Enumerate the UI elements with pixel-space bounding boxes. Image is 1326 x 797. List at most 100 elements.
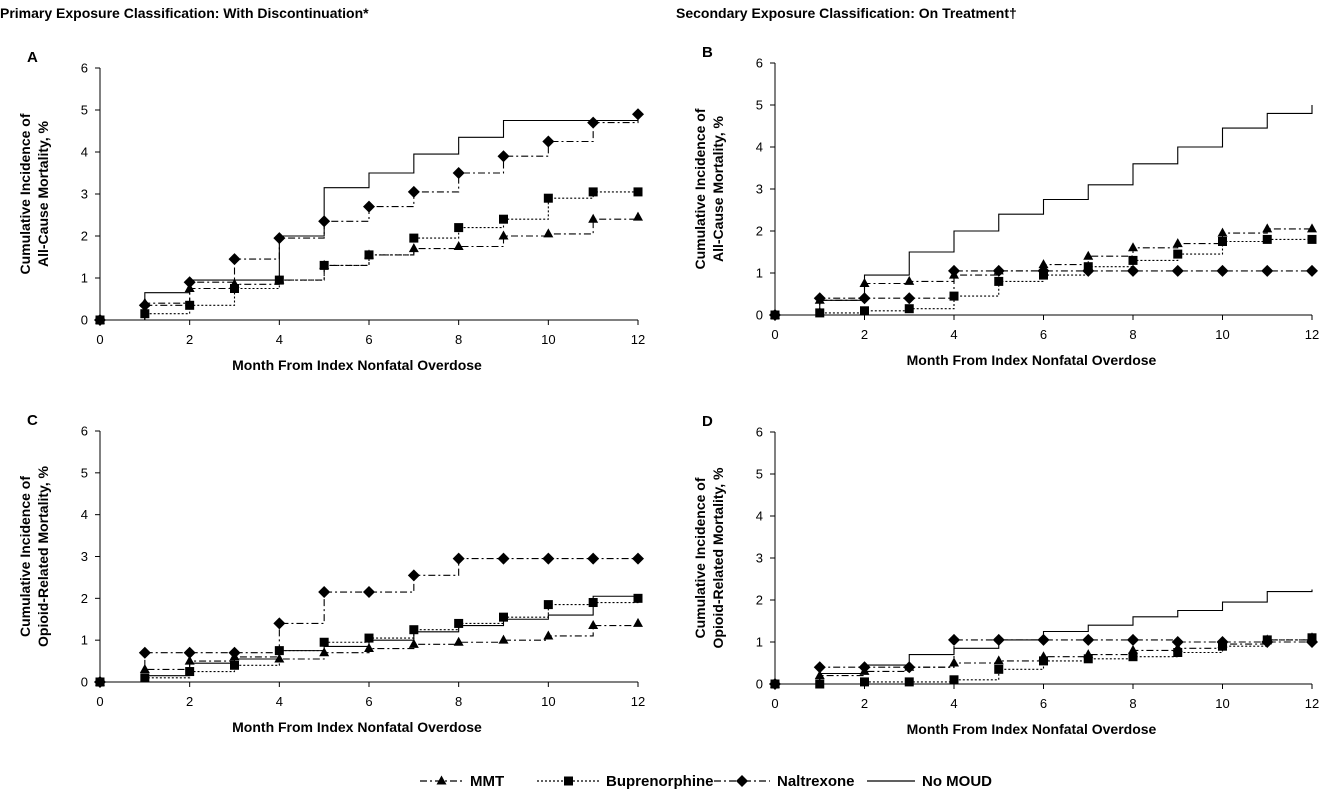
panel-d-xtick-label: 2 — [861, 696, 868, 711]
panel-c-point-naltrexone — [228, 646, 241, 659]
panel-a-xtick-label: 12 — [631, 332, 645, 347]
panel-d-point-naltrexone — [1306, 636, 1318, 648]
panel-a-xtick-label: 0 — [96, 332, 103, 347]
panel-c-point-naltrexone — [542, 552, 555, 565]
panel-c-point-buprenorphine — [409, 625, 419, 635]
panel-b-xtick-label: 0 — [771, 327, 778, 342]
panel-c-point-mmt — [139, 663, 150, 673]
panel-d-point-buprenorphine — [994, 664, 1004, 674]
panel-b-point-buprenorphine — [1128, 255, 1138, 265]
panel-a-ytick-label: 4 — [81, 145, 88, 160]
panel-a-ytick-label: 1 — [81, 271, 88, 286]
panel-c-point-naltrexone — [632, 552, 644, 565]
panel-c-ytick-label: 1 — [81, 633, 88, 648]
panel-b-point-naltrexone — [1171, 264, 1184, 277]
panel-d-point-naltrexone — [1127, 633, 1139, 646]
legend-marker-mmt — [436, 775, 447, 785]
panel-c-point-naltrexone — [587, 552, 600, 565]
panel-c-ytick-label: 4 — [81, 507, 88, 522]
panel-c-point-buprenorphine — [543, 600, 553, 610]
panel-b-series-naltrexone — [769, 264, 1318, 321]
panel-c-point-mmt — [408, 638, 419, 648]
panel-b-point-naltrexone — [813, 292, 826, 305]
panel-c-ytick-label: 2 — [81, 591, 88, 606]
panel-a-point-naltrexone — [452, 167, 465, 179]
panel-a-point-mmt — [498, 230, 509, 240]
panel-b-ytick-label: 3 — [756, 182, 763, 197]
panel-a-xlabel: Month From Index Nonfatal Overdose — [232, 357, 482, 373]
panel-a-series-naltrexone — [94, 108, 644, 326]
panel-c-point-naltrexone — [318, 586, 331, 599]
panel-a-point-buprenorphine — [364, 250, 374, 260]
panel-b-point-naltrexone — [1082, 264, 1095, 277]
panel-b-point-buprenorphine — [1307, 234, 1317, 244]
panel-d-point-mmt — [1128, 644, 1138, 654]
panel-c-ylabel: Cumulative Incidence of Opioid-Related Mo… — [17, 465, 51, 647]
panel-c-point-naltrexone — [407, 569, 420, 582]
panel-a-point-buprenorphine — [633, 187, 643, 197]
panel-b-point-buprenorphine — [860, 306, 869, 316]
panel-d-point-naltrexone — [813, 661, 826, 674]
panel-b-point-mmt — [1307, 223, 1317, 233]
panel-d-point-naltrexone — [1216, 636, 1229, 648]
panel-a-ytick-label: 0 — [81, 313, 88, 328]
legend-marker-buprenorphine — [564, 776, 573, 786]
panel-d-ylabel: Cumulative Incidence of Opioid-Related Mo… — [692, 467, 726, 649]
panel-b-xtick-label: 10 — [1215, 327, 1229, 342]
panel-c-point-mmt — [633, 617, 643, 627]
panel-d-ylabel-line: Opioid-Related Mortality, % — [710, 467, 726, 649]
panel-d-label: D — [702, 413, 713, 430]
panel-d-point-buprenorphine — [860, 677, 869, 687]
panel-a-point-mmt — [408, 243, 419, 253]
panel-a-ytick-label: 5 — [81, 103, 88, 118]
panel-a-ytick-label: 2 — [81, 229, 88, 244]
panel-a-point-buprenorphine — [319, 260, 329, 270]
panel-a-point-buprenorphine — [588, 187, 598, 197]
panel-c-point-buprenorphine — [230, 660, 239, 670]
panel-c-point-mmt — [588, 620, 599, 630]
panel-b-point-naltrexone — [1306, 264, 1318, 277]
panel-c-xtick-label: 4 — [276, 694, 283, 709]
panel-a-point-naltrexone — [632, 108, 644, 121]
panel-a-line-no-moud — [100, 119, 638, 321]
panel-b-point-mmt — [1128, 242, 1138, 252]
panel-b-point-mmt — [1172, 238, 1183, 248]
panel-b-ytick-label: 0 — [756, 308, 763, 323]
panel-b-point-mmt — [1262, 223, 1273, 233]
panel-a-xtick-label: 6 — [365, 332, 372, 347]
panel-d-ytick-label: 1 — [756, 635, 763, 650]
panel-c-ytick-label: 0 — [81, 675, 88, 690]
panel-a-point-mmt — [633, 211, 643, 221]
panel-d-xtick-label: 4 — [950, 696, 957, 711]
panel-c-point-naltrexone — [497, 552, 510, 565]
panel-b-point-naltrexone — [1216, 264, 1229, 277]
panel-c-ytick-label: 6 — [81, 424, 88, 439]
panel-b-point-naltrexone — [1261, 264, 1274, 277]
panel-b-line-no-moud — [775, 105, 1313, 316]
panel-c-label: C — [27, 412, 38, 429]
panel-d-ylabel-line: Cumulative Incidence of — [692, 477, 708, 638]
panel-a-point-naltrexone — [497, 150, 510, 163]
panel-b-point-mmt — [1217, 227, 1228, 237]
panel-d-point-naltrexone — [1261, 636, 1274, 648]
panel-a-line-naltrexone — [100, 114, 639, 321]
legend-item-no-moud: No MOUD — [867, 773, 992, 790]
panel-b-point-naltrexone — [948, 264, 960, 277]
panel-c-point-buprenorphine — [319, 637, 329, 647]
panel-d-ytick-label: 3 — [756, 551, 763, 566]
panel-b-point-mmt — [1038, 259, 1049, 269]
panel-c-series-no-moud — [100, 594, 639, 683]
panel-c-point-mmt — [543, 630, 554, 640]
panel-d-xtick-label: 6 — [1040, 696, 1047, 711]
panel-b-series-buprenorphine — [770, 234, 1317, 320]
panel-d-xlabel: Month From Index Nonfatal Overdose — [907, 721, 1157, 737]
legend-item-buprenorphine: Buprenorphine — [537, 773, 714, 790]
panel-a-xtick-label: 4 — [276, 332, 283, 347]
panel-d-point-buprenorphine — [1083, 654, 1093, 664]
panel-d-xtick-label: 12 — [1305, 696, 1319, 711]
panel-d-ytick-label: 2 — [756, 593, 763, 608]
